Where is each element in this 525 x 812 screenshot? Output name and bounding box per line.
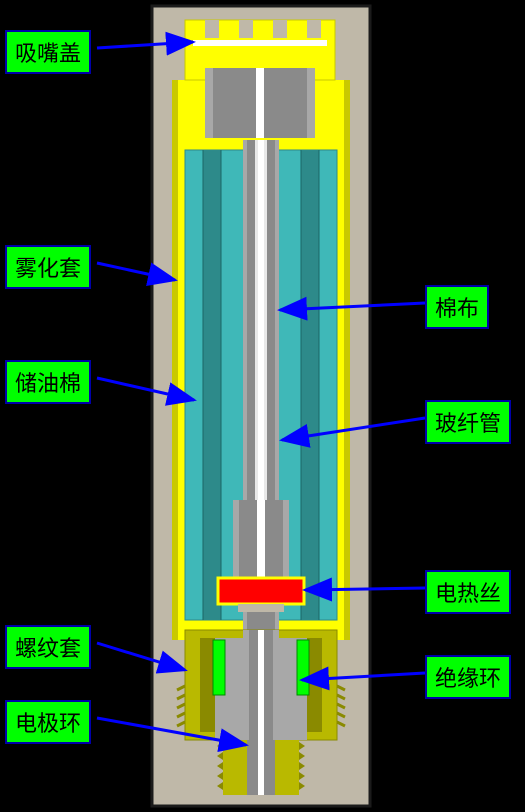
- label-cotton: 棉布: [425, 285, 489, 329]
- label-sleeve: 雾化套: [5, 245, 91, 289]
- label-thread: 螺纹套: [5, 625, 91, 669]
- label-wick: 储油棉: [5, 360, 91, 404]
- label-cap: 吸嘴盖: [5, 30, 91, 74]
- label-fiber: 玻纤管: [425, 400, 511, 444]
- label-electrode: 电极环: [5, 700, 91, 744]
- label-heater: 电热丝: [425, 570, 511, 614]
- label-insulator: 绝缘环: [425, 655, 511, 699]
